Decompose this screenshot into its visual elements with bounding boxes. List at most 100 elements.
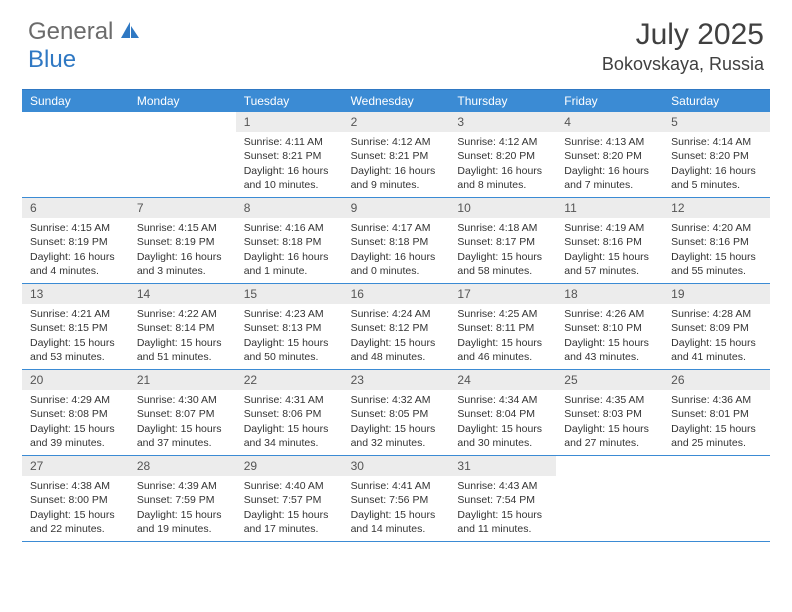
- calendar-cell: 29Sunrise: 4:40 AMSunset: 7:57 PMDayligh…: [236, 456, 343, 542]
- sunset-line: Sunset: 8:15 PM: [30, 321, 121, 335]
- sunrise-line: Sunrise: 4:12 AM: [457, 135, 548, 149]
- day-body: Sunrise: 4:30 AMSunset: 8:07 PMDaylight:…: [129, 390, 236, 454]
- daylight-line: Daylight: 15 hours and 11 minutes.: [457, 508, 548, 536]
- daylight-line: Daylight: 16 hours and 3 minutes.: [137, 250, 228, 278]
- sunrise-line: Sunrise: 4:14 AM: [671, 135, 762, 149]
- calendar-cell: 31Sunrise: 4:43 AMSunset: 7:54 PMDayligh…: [449, 456, 556, 542]
- month-title: July 2025: [602, 18, 764, 52]
- calendar-cell: 10Sunrise: 4:18 AMSunset: 8:17 PMDayligh…: [449, 198, 556, 284]
- day-body: Sunrise: 4:16 AMSunset: 8:18 PMDaylight:…: [236, 218, 343, 282]
- day-body: Sunrise: 4:36 AMSunset: 8:01 PMDaylight:…: [663, 390, 770, 454]
- day-body: Sunrise: 4:38 AMSunset: 8:00 PMDaylight:…: [22, 476, 129, 540]
- daylight-line: Daylight: 15 hours and 27 minutes.: [564, 422, 655, 450]
- day-body: Sunrise: 4:12 AMSunset: 8:20 PMDaylight:…: [449, 132, 556, 196]
- sunrise-line: Sunrise: 4:35 AM: [564, 393, 655, 407]
- calendar-cell: 13Sunrise: 4:21 AMSunset: 8:15 PMDayligh…: [22, 284, 129, 370]
- sunrise-line: Sunrise: 4:38 AM: [30, 479, 121, 493]
- daylight-line: Daylight: 16 hours and 9 minutes.: [351, 164, 442, 192]
- sunrise-line: Sunrise: 4:23 AM: [244, 307, 335, 321]
- daylight-line: Daylight: 15 hours and 17 minutes.: [244, 508, 335, 536]
- sunrise-line: Sunrise: 4:16 AM: [244, 221, 335, 235]
- day-number: 23: [343, 370, 450, 390]
- calendar-grid: 1Sunrise: 4:11 AMSunset: 8:21 PMDaylight…: [22, 112, 770, 542]
- calendar-cell: 30Sunrise: 4:41 AMSunset: 7:56 PMDayligh…: [343, 456, 450, 542]
- day-number: 16: [343, 284, 450, 304]
- sunrise-line: Sunrise: 4:19 AM: [564, 221, 655, 235]
- weekday-header: SundayMondayTuesdayWednesdayThursdayFrid…: [22, 90, 770, 112]
- sunrise-line: Sunrise: 4:20 AM: [671, 221, 762, 235]
- day-number: 6: [22, 198, 129, 218]
- sunrise-line: Sunrise: 4:34 AM: [457, 393, 548, 407]
- sunrise-line: Sunrise: 4:25 AM: [457, 307, 548, 321]
- sunset-line: Sunset: 8:19 PM: [137, 235, 228, 249]
- calendar-cell: 21Sunrise: 4:30 AMSunset: 8:07 PMDayligh…: [129, 370, 236, 456]
- calendar-cell: 19Sunrise: 4:28 AMSunset: 8:09 PMDayligh…: [663, 284, 770, 370]
- day-number: 19: [663, 284, 770, 304]
- sunrise-line: Sunrise: 4:24 AM: [351, 307, 442, 321]
- sunrise-line: Sunrise: 4:13 AM: [564, 135, 655, 149]
- weekday-label: Sunday: [22, 90, 129, 112]
- sunrise-line: Sunrise: 4:15 AM: [137, 221, 228, 235]
- sunset-line: Sunset: 8:05 PM: [351, 407, 442, 421]
- calendar: SundayMondayTuesdayWednesdayThursdayFrid…: [22, 89, 770, 542]
- day-body: Sunrise: 4:29 AMSunset: 8:08 PMDaylight:…: [22, 390, 129, 454]
- sunset-line: Sunset: 7:56 PM: [351, 493, 442, 507]
- day-number: 15: [236, 284, 343, 304]
- day-body: Sunrise: 4:23 AMSunset: 8:13 PMDaylight:…: [236, 304, 343, 368]
- calendar-cell: [556, 456, 663, 542]
- calendar-cell: [129, 112, 236, 198]
- daylight-line: Daylight: 15 hours and 51 minutes.: [137, 336, 228, 364]
- calendar-cell: 5Sunrise: 4:14 AMSunset: 8:20 PMDaylight…: [663, 112, 770, 198]
- sunset-line: Sunset: 8:16 PM: [671, 235, 762, 249]
- day-body: Sunrise: 4:32 AMSunset: 8:05 PMDaylight:…: [343, 390, 450, 454]
- sunrise-line: Sunrise: 4:18 AM: [457, 221, 548, 235]
- sunrise-line: Sunrise: 4:26 AM: [564, 307, 655, 321]
- day-number: 10: [449, 198, 556, 218]
- calendar-cell: 20Sunrise: 4:29 AMSunset: 8:08 PMDayligh…: [22, 370, 129, 456]
- daylight-line: Daylight: 15 hours and 41 minutes.: [671, 336, 762, 364]
- calendar-cell: 17Sunrise: 4:25 AMSunset: 8:11 PMDayligh…: [449, 284, 556, 370]
- calendar-cell: 22Sunrise: 4:31 AMSunset: 8:06 PMDayligh…: [236, 370, 343, 456]
- calendar-cell: [663, 456, 770, 542]
- day-number: 29: [236, 456, 343, 476]
- calendar-cell: 2Sunrise: 4:12 AMSunset: 8:21 PMDaylight…: [343, 112, 450, 198]
- sunset-line: Sunset: 8:12 PM: [351, 321, 442, 335]
- daylight-line: Daylight: 16 hours and 10 minutes.: [244, 164, 335, 192]
- sunset-line: Sunset: 8:18 PM: [244, 235, 335, 249]
- daylight-line: Daylight: 15 hours and 39 minutes.: [30, 422, 121, 450]
- day-number: 8: [236, 198, 343, 218]
- title-block: July 2025 Bokovskaya, Russia: [602, 18, 764, 75]
- calendar-cell: 3Sunrise: 4:12 AMSunset: 8:20 PMDaylight…: [449, 112, 556, 198]
- daylight-line: Daylight: 15 hours and 22 minutes.: [30, 508, 121, 536]
- daylight-line: Daylight: 15 hours and 46 minutes.: [457, 336, 548, 364]
- sunset-line: Sunset: 8:20 PM: [457, 149, 548, 163]
- calendar-cell: 16Sunrise: 4:24 AMSunset: 8:12 PMDayligh…: [343, 284, 450, 370]
- sunset-line: Sunset: 8:08 PM: [30, 407, 121, 421]
- day-body: Sunrise: 4:24 AMSunset: 8:12 PMDaylight:…: [343, 304, 450, 368]
- day-number: 27: [22, 456, 129, 476]
- logo-sail-icon: [119, 20, 141, 45]
- day-body: Sunrise: 4:41 AMSunset: 7:56 PMDaylight:…: [343, 476, 450, 540]
- calendar-cell: 26Sunrise: 4:36 AMSunset: 8:01 PMDayligh…: [663, 370, 770, 456]
- daylight-line: Daylight: 15 hours and 50 minutes.: [244, 336, 335, 364]
- day-body: Sunrise: 4:39 AMSunset: 7:59 PMDaylight:…: [129, 476, 236, 540]
- day-number: 18: [556, 284, 663, 304]
- calendar-cell: 14Sunrise: 4:22 AMSunset: 8:14 PMDayligh…: [129, 284, 236, 370]
- day-body: Sunrise: 4:12 AMSunset: 8:21 PMDaylight:…: [343, 132, 450, 196]
- calendar-cell: 6Sunrise: 4:15 AMSunset: 8:19 PMDaylight…: [22, 198, 129, 284]
- sunset-line: Sunset: 8:18 PM: [351, 235, 442, 249]
- logo-blue-row: Blue: [28, 46, 76, 74]
- sunset-line: Sunset: 8:07 PM: [137, 407, 228, 421]
- sunrise-line: Sunrise: 4:17 AM: [351, 221, 442, 235]
- sunset-line: Sunset: 8:21 PM: [351, 149, 442, 163]
- day-number: 3: [449, 112, 556, 132]
- sunrise-line: Sunrise: 4:29 AM: [30, 393, 121, 407]
- calendar-cell: 4Sunrise: 4:13 AMSunset: 8:20 PMDaylight…: [556, 112, 663, 198]
- sunset-line: Sunset: 8:03 PM: [564, 407, 655, 421]
- day-body: Sunrise: 4:28 AMSunset: 8:09 PMDaylight:…: [663, 304, 770, 368]
- day-body: Sunrise: 4:31 AMSunset: 8:06 PMDaylight:…: [236, 390, 343, 454]
- sunset-line: Sunset: 8:09 PM: [671, 321, 762, 335]
- sunset-line: Sunset: 8:14 PM: [137, 321, 228, 335]
- day-body: Sunrise: 4:15 AMSunset: 8:19 PMDaylight:…: [129, 218, 236, 282]
- day-body: Sunrise: 4:35 AMSunset: 8:03 PMDaylight:…: [556, 390, 663, 454]
